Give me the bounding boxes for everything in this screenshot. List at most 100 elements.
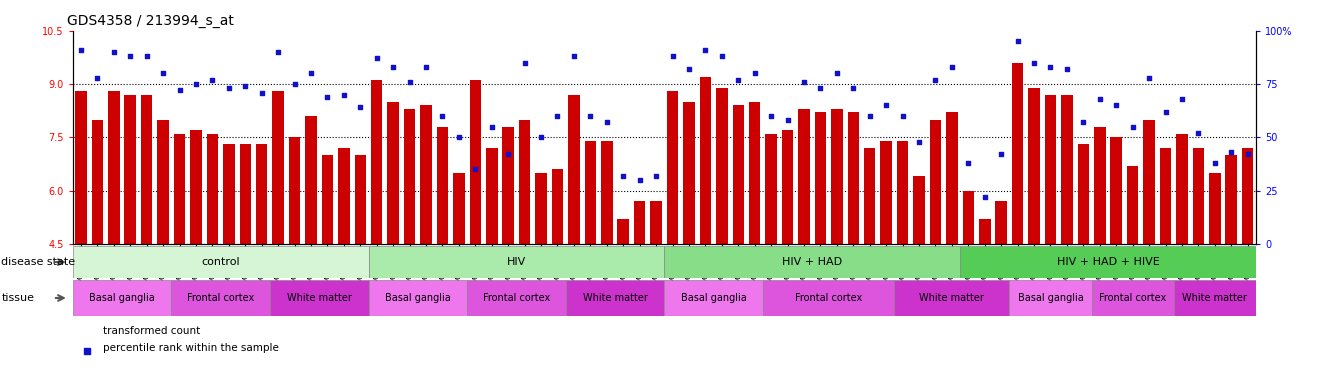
Point bbox=[1072, 119, 1093, 126]
Point bbox=[448, 134, 469, 141]
Point bbox=[317, 94, 338, 100]
Text: HIV + HAD: HIV + HAD bbox=[783, 257, 842, 267]
Point bbox=[1138, 74, 1159, 81]
Bar bbox=[535, 173, 547, 244]
Bar bbox=[929, 119, 941, 244]
Text: HIV + HAD + HIVE: HIV + HAD + HIVE bbox=[1056, 257, 1159, 267]
Bar bbox=[173, 134, 185, 244]
Text: GDS4358 / 213994_s_at: GDS4358 / 213994_s_at bbox=[67, 14, 234, 28]
Point bbox=[842, 85, 863, 91]
Bar bbox=[387, 102, 399, 244]
Point bbox=[169, 87, 190, 93]
Bar bbox=[469, 81, 481, 244]
Text: Basal ganglia: Basal ganglia bbox=[385, 293, 451, 303]
Bar bbox=[699, 77, 711, 244]
Bar bbox=[403, 109, 415, 244]
Point bbox=[202, 77, 223, 83]
Point bbox=[563, 53, 584, 60]
Bar bbox=[732, 105, 744, 244]
Point bbox=[941, 64, 962, 70]
Bar bbox=[960, 246, 1256, 278]
Bar bbox=[1177, 134, 1187, 244]
Bar bbox=[256, 144, 267, 244]
Bar bbox=[617, 219, 629, 244]
Bar bbox=[568, 95, 579, 244]
Bar bbox=[896, 141, 908, 244]
Text: Frontal cortex: Frontal cortex bbox=[1099, 293, 1166, 303]
Bar bbox=[321, 155, 333, 244]
Bar bbox=[584, 141, 596, 244]
Bar bbox=[369, 246, 665, 278]
Bar bbox=[1062, 95, 1072, 244]
Point bbox=[87, 74, 108, 81]
Point bbox=[1105, 102, 1126, 108]
Point bbox=[695, 47, 717, 53]
Bar bbox=[73, 280, 172, 316]
Bar bbox=[1092, 280, 1174, 316]
Point bbox=[1187, 130, 1208, 136]
Point bbox=[678, 66, 699, 72]
Point bbox=[70, 47, 91, 53]
Bar bbox=[665, 246, 960, 278]
Point bbox=[120, 53, 141, 60]
Bar bbox=[635, 201, 645, 244]
Text: transformed count: transformed count bbox=[103, 326, 201, 336]
Bar bbox=[895, 280, 1010, 316]
Point bbox=[415, 64, 436, 70]
Bar bbox=[453, 173, 464, 244]
Bar bbox=[141, 95, 152, 244]
Bar bbox=[814, 113, 826, 244]
Point bbox=[1122, 124, 1144, 130]
Bar bbox=[1077, 144, 1089, 244]
Point bbox=[629, 177, 650, 183]
Text: Frontal cortex: Frontal cortex bbox=[795, 293, 862, 303]
Bar bbox=[1174, 280, 1256, 316]
Point bbox=[925, 77, 947, 83]
Bar bbox=[108, 91, 119, 244]
Bar bbox=[73, 246, 369, 278]
Point bbox=[366, 55, 387, 61]
Point bbox=[859, 113, 880, 119]
Bar bbox=[369, 280, 467, 316]
Point bbox=[465, 166, 486, 172]
Point bbox=[530, 134, 551, 141]
Point bbox=[350, 104, 371, 111]
Point bbox=[810, 85, 832, 91]
Point bbox=[300, 70, 321, 76]
Bar bbox=[980, 219, 990, 244]
Text: disease state: disease state bbox=[1, 257, 75, 267]
Bar bbox=[436, 127, 448, 244]
Point bbox=[235, 83, 256, 89]
Bar bbox=[190, 130, 202, 244]
Bar bbox=[239, 144, 251, 244]
Bar bbox=[914, 176, 925, 244]
Point bbox=[793, 79, 814, 85]
Point bbox=[267, 49, 288, 55]
Point bbox=[760, 113, 781, 119]
Bar bbox=[502, 127, 514, 244]
Point bbox=[103, 49, 124, 55]
Text: Frontal cortex: Frontal cortex bbox=[186, 293, 254, 303]
Point bbox=[1056, 66, 1077, 72]
Bar bbox=[602, 141, 612, 244]
Bar bbox=[763, 280, 895, 316]
Bar bbox=[847, 113, 859, 244]
Bar bbox=[1241, 148, 1253, 244]
Point bbox=[547, 113, 568, 119]
Bar bbox=[765, 134, 777, 244]
Bar bbox=[371, 81, 382, 244]
Bar bbox=[865, 148, 875, 244]
Bar bbox=[665, 280, 763, 316]
Point bbox=[1089, 96, 1110, 102]
Point bbox=[974, 194, 995, 200]
Point bbox=[136, 53, 157, 60]
Point bbox=[957, 160, 978, 166]
Point bbox=[1023, 60, 1044, 66]
Text: tissue: tissue bbox=[1, 293, 34, 303]
Point bbox=[908, 139, 929, 145]
Bar bbox=[781, 130, 793, 244]
Bar bbox=[832, 109, 842, 244]
Point bbox=[1040, 64, 1062, 70]
Bar bbox=[995, 201, 1007, 244]
Bar bbox=[518, 119, 530, 244]
